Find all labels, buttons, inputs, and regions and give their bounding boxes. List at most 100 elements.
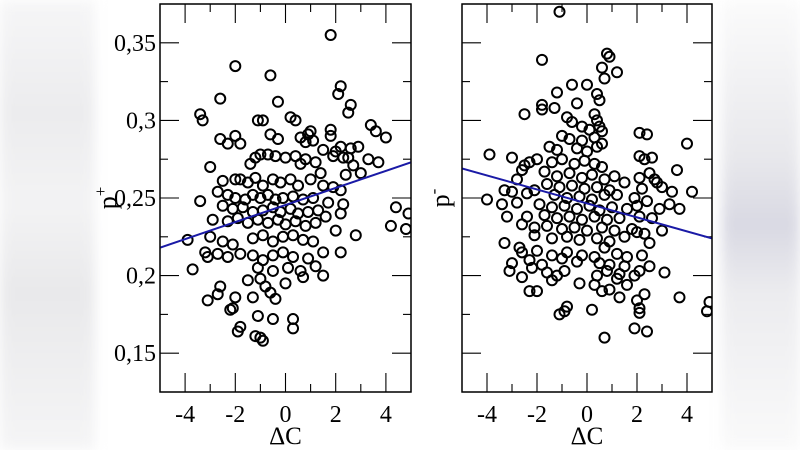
data-point-marker [266,313,279,326]
x-axis-label: ΔC [269,423,302,450]
background-blur-right [722,0,800,450]
data-point-marker [503,264,516,277]
data-point-marker [601,47,613,60]
data-point-marker [531,244,543,257]
plot-frame [159,3,412,393]
data-point-marker [646,212,658,225]
data-point-marker [628,269,641,282]
data-point-marker [586,303,598,316]
y-tick-label: 0,25 [114,186,156,212]
data-point-marker [553,5,566,18]
data-point-marker [287,229,300,242]
data-point-marker [603,283,616,296]
data-point-marker [571,97,583,110]
data-point-marker [591,140,603,153]
data-point-marker [324,123,337,136]
data-point-marker [628,322,641,335]
data-point-marker [606,201,618,214]
data-point-marker [538,209,551,222]
data-point-marker [254,331,267,344]
regression-line [462,167,712,240]
data-point-marker [194,108,207,121]
data-point-marker [206,213,219,226]
y-tick-label: 0,2 [126,264,156,290]
x-tick-label: -2 [527,402,547,428]
data-point-marker [536,103,548,116]
data-point-marker [648,173,661,186]
data-point-marker [611,188,623,201]
data-point-marker [211,288,224,301]
data-point-marker [556,153,568,166]
data-point-marker [518,108,531,121]
data-point-marker [656,181,668,194]
data-point-marker [269,292,282,305]
data-point-marker [638,153,651,166]
data-point-marker [216,174,229,187]
data-point-marker [307,235,320,248]
data-point-marker [636,182,648,195]
data-point-marker [641,128,653,141]
data-point-marker [621,278,633,291]
data-point-marker [314,167,327,180]
data-point-marker [608,224,621,237]
data-point-marker [334,246,347,259]
data-point-marker [516,164,528,177]
data-point-marker [541,219,553,232]
data-point-marker [633,302,646,315]
data-point-marker [322,196,335,209]
data-point-marker [266,173,279,186]
data-point-marker [347,159,360,172]
data-point-marker [563,133,576,146]
data-point-marker [701,305,712,318]
data-point-marker [586,168,598,181]
data-point-marker [536,98,548,111]
data-point-marker [271,95,284,108]
data-point-marker [249,171,262,184]
data-point-marker [516,218,528,231]
data-point-marker [302,252,315,265]
data-point-marker [221,188,234,201]
data-point-marker [334,80,347,93]
data-point-marker [246,291,259,304]
data-point-marker [588,108,601,121]
data-point-marker [618,176,631,189]
data-point-marker [379,131,392,144]
data-point-marker [289,114,302,127]
data-point-marker [498,237,511,250]
data-point-marker [496,198,508,211]
data-point-marker [666,185,678,198]
data-point-marker [556,252,568,265]
data-point-marker [531,285,543,298]
data-point-marker [234,137,247,150]
data-point-marker [317,143,330,156]
data-point-marker [636,249,648,262]
data-point-marker [204,230,217,243]
data-point-marker [523,254,536,267]
data-point-marker [526,261,538,274]
y-axis-label: p- [424,188,455,207]
data-point-marker [581,224,593,237]
data-point-marker [523,285,536,298]
data-point-marker [234,247,247,260]
data-point-marker [284,173,297,186]
data-point-marker [196,114,209,127]
data-point-marker [571,255,583,268]
data-point-marker [384,219,397,232]
data-point-marker [566,179,578,192]
data-point-marker [596,160,608,173]
data-point-marker [558,199,571,212]
data-point-marker [236,201,249,214]
data-point-marker [631,294,643,307]
data-point-marker [546,274,558,287]
data-point-marker [256,334,269,347]
data-point-marker [229,60,242,73]
data-point-marker [299,136,312,149]
data-point-marker [556,129,568,142]
data-point-marker [548,101,561,114]
x-tick-label: 4 [681,402,693,428]
data-point-marker [596,61,608,74]
data-point-marker [254,192,267,204]
data-point-marker [596,221,608,234]
data-point-marker [598,188,611,201]
data-point-marker [588,278,601,291]
